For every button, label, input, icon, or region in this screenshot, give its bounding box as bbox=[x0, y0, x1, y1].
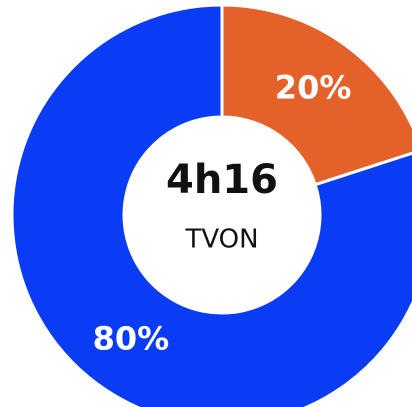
slice bbox=[220, 3, 412, 187]
center-label: TVON bbox=[184, 225, 258, 255]
slices bbox=[10, 3, 412, 407]
slice-label: 80% bbox=[93, 319, 170, 357]
center-value: 4h16 bbox=[166, 157, 278, 203]
slice-label: 20% bbox=[275, 69, 352, 107]
slice bbox=[10, 3, 412, 407]
